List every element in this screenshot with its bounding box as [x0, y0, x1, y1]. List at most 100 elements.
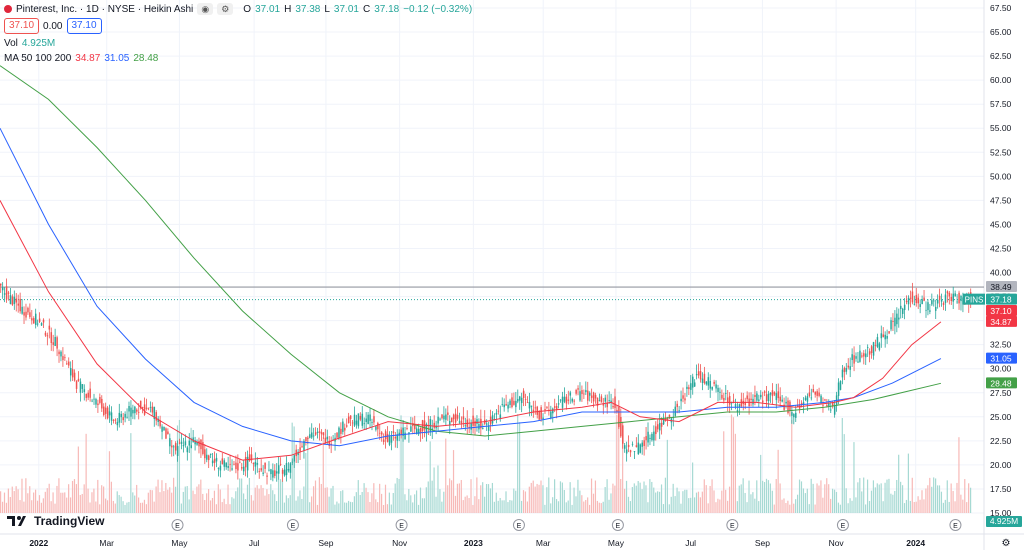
- volume-bar: [800, 481, 803, 513]
- candle-body: [765, 394, 768, 402]
- candle-body: [147, 408, 150, 410]
- candle-body: [66, 363, 68, 365]
- tradingview-logo[interactable]: TradingView: [6, 514, 104, 528]
- candle-body: [684, 398, 686, 401]
- candle-body: [60, 351, 62, 357]
- candle-body: [600, 396, 603, 403]
- candle-body: [639, 444, 642, 453]
- candle-body: [324, 437, 327, 444]
- candle-body: [124, 413, 126, 418]
- buy-button[interactable]: 37.10: [66, 18, 102, 34]
- y-tick-label: 27.50: [990, 388, 1012, 398]
- candle-body: [866, 347, 869, 349]
- y-tick-label: 40.00: [990, 268, 1012, 278]
- volume-bar: [620, 478, 622, 513]
- candle-body: [942, 303, 945, 305]
- candle-body: [445, 414, 447, 420]
- volume-bar: [550, 503, 552, 513]
- volume-bar: [489, 488, 492, 513]
- candle-body: [437, 416, 439, 424]
- symbol-title[interactable]: Pinterest, Inc. · 1D · NYSE · Heikin Ash…: [16, 3, 194, 15]
- volume-bar: [647, 502, 649, 513]
- candle-body: [925, 309, 927, 311]
- volume-bar: [686, 489, 688, 513]
- volume-bar: [359, 494, 361, 513]
- volume-bar: [116, 491, 118, 513]
- candle-body: [246, 456, 249, 471]
- candle-body: [145, 407, 148, 409]
- candle-body: [824, 399, 826, 401]
- candle-body: [651, 433, 653, 441]
- candle-body: [874, 345, 877, 346]
- volume-bar: [798, 479, 801, 513]
- volume-bar: [674, 496, 676, 513]
- volume-bar: [252, 500, 254, 513]
- volume-bar: [60, 492, 62, 513]
- volume-bar: [641, 489, 643, 513]
- volume-bar: [400, 415, 402, 513]
- volume-bar: [429, 441, 431, 513]
- volume-bar: [425, 487, 427, 513]
- candle-body: [777, 391, 780, 399]
- volume-bar: [268, 494, 270, 513]
- candle-body: [128, 405, 130, 412]
- candle-body: [497, 410, 500, 412]
- candle-body: [190, 445, 193, 449]
- volume-bar: [554, 479, 556, 513]
- candle-body: [312, 435, 315, 437]
- candle-body: [884, 334, 886, 340]
- volume-bar: [388, 492, 390, 513]
- volume-bar: [237, 487, 239, 513]
- volume-bar: [336, 501, 338, 513]
- y-tick-label: 20.00: [990, 460, 1012, 470]
- candle-body: [167, 431, 169, 435]
- candle-body: [31, 318, 33, 321]
- candle-body: [546, 407, 548, 409]
- volume-bar: [730, 414, 733, 513]
- y-tick-label: 42.50: [990, 243, 1012, 253]
- y-tick-label: 15.00: [990, 508, 1012, 518]
- candle-body: [161, 426, 163, 432]
- axis-settings-icon[interactable]: ⚙: [1002, 538, 1011, 549]
- candle-body: [870, 346, 873, 353]
- candle-body: [402, 427, 404, 436]
- volume-bar: [81, 493, 83, 513]
- candle-body: [555, 405, 558, 410]
- volume-bar: [697, 491, 700, 513]
- candle-body: [590, 395, 593, 398]
- candle-body: [567, 399, 570, 401]
- volume-bar: [837, 502, 840, 513]
- sell-button[interactable]: 37.10: [4, 18, 40, 34]
- candle-body: [499, 414, 502, 419]
- volume-bar: [394, 483, 396, 513]
- volume-bar: [176, 425, 179, 513]
- settings-icon[interactable]: ⚙: [217, 3, 234, 15]
- candle-body: [384, 431, 387, 440]
- volume-bar: [746, 502, 748, 513]
- volume-bar: [404, 494, 406, 513]
- vol-label[interactable]: Vol: [4, 38, 18, 49]
- earnings-marker-label: E: [841, 523, 846, 530]
- volume-bar: [322, 437, 324, 513]
- candle-body: [583, 393, 585, 395]
- ma-label[interactable]: MA 50 100 200: [4, 53, 72, 64]
- volume-bar: [688, 498, 690, 513]
- volume-bar: [699, 497, 701, 513]
- candle-body: [810, 397, 813, 399]
- candle-body: [781, 399, 783, 402]
- volume-bar: [522, 490, 525, 513]
- volume-bar: [165, 482, 167, 513]
- candle-body: [204, 449, 206, 459]
- candle-body: [711, 386, 713, 390]
- candle-body: [454, 413, 457, 423]
- candle-body: [482, 428, 484, 430]
- volume-bar: [561, 482, 563, 513]
- candle-body: [693, 382, 696, 387]
- volume-bar: [62, 492, 64, 513]
- volume-bar: [289, 495, 291, 513]
- candle-body: [103, 406, 105, 416]
- hide-eye-icon[interactable]: ◉: [197, 3, 214, 15]
- volume-bar: [371, 493, 373, 513]
- volume-bar: [859, 478, 861, 513]
